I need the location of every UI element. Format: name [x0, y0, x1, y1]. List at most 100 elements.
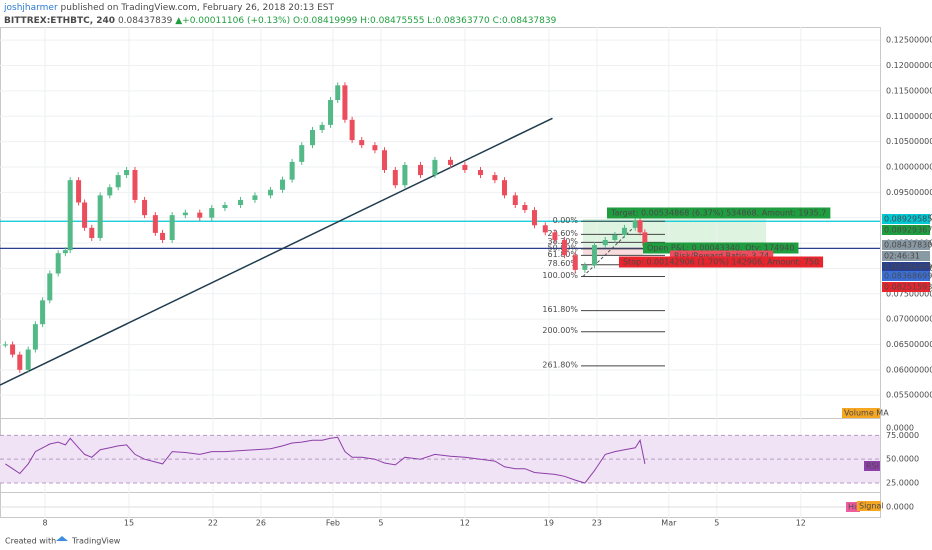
candle: [289, 161, 295, 180]
candle: [418, 164, 424, 176]
logo: [56, 536, 68, 541]
candle: [67, 180, 73, 251]
candle: [501, 180, 507, 196]
x-tick-label: Feb: [326, 519, 340, 528]
candle: [310, 129, 316, 146]
candle: [447, 159, 453, 165]
fib-base: [582, 220, 641, 277]
hist-box: [846, 502, 860, 512]
position-box: [643, 242, 799, 254]
candle: [115, 175, 121, 188]
price-label: 0.08394499: [884, 263, 932, 272]
x-tick-label: 8: [42, 519, 47, 528]
x-tick-label: 5: [714, 519, 719, 528]
macd-tick: 0.0000: [886, 503, 914, 512]
position-label: Risk/Reward Ratio: 3.74: [674, 252, 769, 261]
price-label: 0.08368699: [884, 272, 932, 281]
signal-box: [857, 501, 881, 511]
candle: [572, 255, 578, 270]
candle: [591, 245, 597, 266]
candle: [561, 239, 567, 256]
y-tick-label: 0.11000000: [886, 112, 932, 121]
candle: [637, 220, 643, 233]
published: published on TradingView.com, February 2…: [61, 3, 335, 13]
price-label: 0.08437830: [884, 241, 932, 250]
candle: [328, 100, 334, 125]
position-box: [607, 207, 831, 219]
y-tick-label: 0.11500000: [886, 86, 932, 95]
x-tick-label: Mar: [661, 519, 677, 528]
candle: [522, 205, 528, 211]
fib-label: 261.80%: [542, 360, 578, 369]
volume-label-box: [842, 408, 880, 418]
fib-label: 100.00%: [542, 271, 578, 280]
footer-created: Created with: [5, 537, 56, 546]
candle: [62, 250, 68, 254]
y-tick-label: 0.06500000: [886, 340, 932, 349]
candle: [209, 208, 215, 218]
fib-label: 78.60%: [547, 259, 578, 268]
y-tick-label: 0.12000000: [886, 61, 932, 70]
candle: [621, 227, 627, 235]
trendline: [0, 117, 553, 386]
candle: [182, 212, 188, 216]
x-tick-label: 12: [460, 519, 470, 528]
author[interactable]: joshjharmer: [3, 3, 58, 13]
x-tick-label: 5: [378, 519, 383, 528]
rsi-tick-label: 25.0000: [886, 478, 919, 487]
y-tick-label: 0.09500000: [886, 188, 932, 197]
price-label-box: [882, 225, 930, 235]
price-label-box: [882, 214, 930, 224]
candle: [542, 225, 548, 233]
candle: [47, 273, 53, 301]
high: H:0.08475555: [360, 16, 424, 26]
candle: [268, 189, 274, 196]
candle: [152, 215, 158, 233]
position-label: Open P&L: 0.00043340, Qty: 174940: [647, 244, 794, 253]
candle: [299, 145, 305, 162]
y-tick-label: 0.06000000: [886, 365, 932, 374]
candle: [238, 199, 244, 206]
y-tick-label: 0.10500000: [886, 137, 932, 146]
price-label: 0.08251593: [884, 283, 932, 292]
rsi-label-box: [864, 461, 880, 471]
volume-label: Volume MA: [844, 409, 889, 418]
candle: [602, 239, 608, 246]
candle: [372, 145, 378, 151]
price-label-box: [882, 251, 930, 261]
candle: [477, 170, 483, 176]
candle: [82, 202, 88, 228]
price-label: 0.08929367: [884, 226, 932, 235]
rsi-tick-label: 75.0000: [886, 431, 919, 440]
close: C:0.08437839: [493, 16, 557, 26]
candle: [160, 232, 166, 240]
x-tick-label: 23: [592, 519, 602, 528]
price-label: 02:46:31: [884, 252, 920, 261]
position-label: Stop: 0.00142906 (1.70%) 142906, Amount:…: [623, 258, 819, 267]
price-label: 0.08929585: [884, 215, 932, 224]
open: O:0.08419999: [293, 16, 358, 26]
candle: [10, 344, 16, 355]
candle: [142, 199, 148, 216]
x-tick-label: 12: [796, 519, 806, 528]
fib-label: 23.60%: [547, 229, 578, 238]
candle: [349, 119, 355, 141]
position-label: Target: 0.00534868 (6.37%) 534868, Amoun…: [610, 209, 826, 218]
low: L:0.08363770: [427, 16, 490, 26]
signal-label: Signal: [859, 502, 884, 511]
candle: [612, 234, 618, 240]
x-tick-label: 26: [256, 519, 266, 528]
y-tick-label: 0.05500000: [886, 391, 932, 400]
position-box: [619, 256, 824, 268]
rsi-line: [5, 436, 646, 484]
candle: [132, 170, 138, 200]
candle: [492, 175, 498, 181]
candle: [582, 265, 588, 270]
y-tick-label: 0.07500000: [886, 289, 932, 298]
x-tick-label: 15: [124, 519, 134, 528]
footer-brand[interactable]: TradingView: [71, 537, 121, 546]
candle: [335, 85, 341, 101]
price-label-box: [882, 262, 930, 272]
candle: [169, 215, 175, 240]
fib-label: 0.00%: [553, 216, 579, 225]
